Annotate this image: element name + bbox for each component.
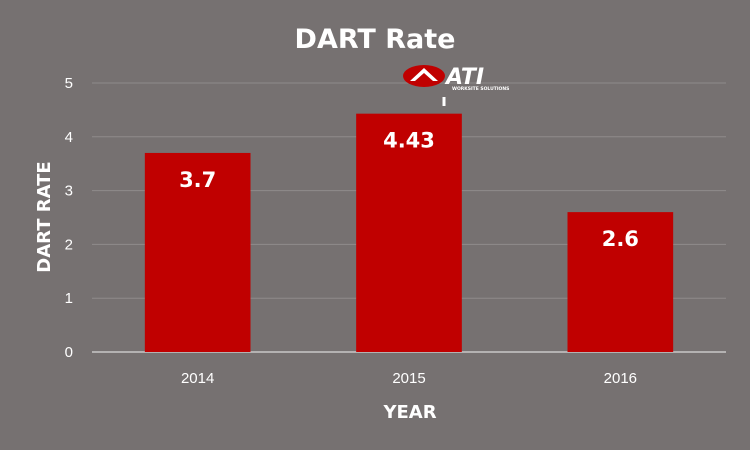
y-tick-labels: 0 1 2 3 4 5 <box>65 75 73 361</box>
logo-ellipse <box>403 65 445 87</box>
y-tick-label: 3 <box>65 183 73 200</box>
y-tick-label: 0 <box>65 344 73 361</box>
logo-roof-icon <box>410 68 438 81</box>
ati-logo: ATI WORKSITE SOLUTIONS <box>403 65 509 92</box>
data-labels: 3.7 4.43 2.6 <box>179 129 639 251</box>
x-tick-label: 2016 <box>604 370 637 387</box>
chart-title: DART Rate <box>295 24 456 55</box>
bar-2014 <box>144 152 251 352</box>
logo-subtext: WORKSITE SOLUTIONS <box>452 86 509 92</box>
data-label-2014: 3.7 <box>179 168 216 192</box>
x-tick-label: 2015 <box>392 370 425 387</box>
y-tick-label: 2 <box>65 236 73 253</box>
x-tick-label: 2014 <box>181 370 214 387</box>
x-axis-title: YEAR <box>382 402 436 423</box>
bars <box>144 113 674 352</box>
y-axis-title: DART RATE <box>34 161 55 272</box>
y-tick-label: 4 <box>65 129 73 146</box>
y-tick-label: 1 <box>65 290 73 307</box>
bar-2015 <box>356 113 462 352</box>
data-label-2016: 2.6 <box>602 227 639 251</box>
logo-text: ATI <box>444 65 484 90</box>
data-label-2015: 4.43 <box>383 129 435 153</box>
y-tick-label: 5 <box>65 75 73 92</box>
x-tick-labels: 2014 2015 2016 <box>181 370 637 387</box>
bar-2016 <box>567 212 674 352</box>
